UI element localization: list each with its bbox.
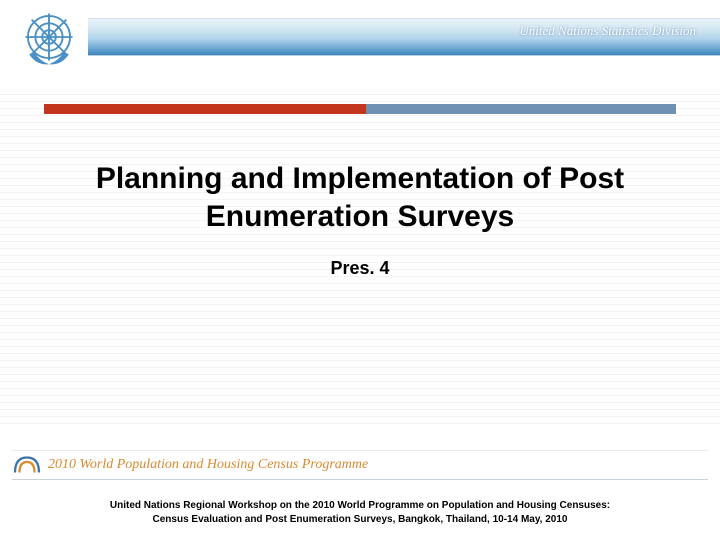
header-org-label: United Nations Statistics Division xyxy=(519,23,696,39)
programme-footer-text: 2010 World Population and Housing Census… xyxy=(48,457,368,473)
programme-footer: 2010 World Population and Housing Census… xyxy=(12,450,708,480)
census-programme-icon xyxy=(12,453,42,477)
title-divider-accent xyxy=(44,104,366,114)
workshop-line-1: United Nations Regional Workshop on the … xyxy=(20,499,700,513)
slide-subtitle: Pres. 4 xyxy=(0,258,720,279)
header: United Nations Statistics Division xyxy=(0,0,720,76)
slide-title: Planning and Implementation of Post Enum… xyxy=(50,160,670,235)
un-emblem-icon xyxy=(18,6,80,68)
workshop-caption: United Nations Regional Workshop on the … xyxy=(20,499,700,526)
workshop-line-2: Census Evaluation and Post Enumeration S… xyxy=(20,513,700,527)
